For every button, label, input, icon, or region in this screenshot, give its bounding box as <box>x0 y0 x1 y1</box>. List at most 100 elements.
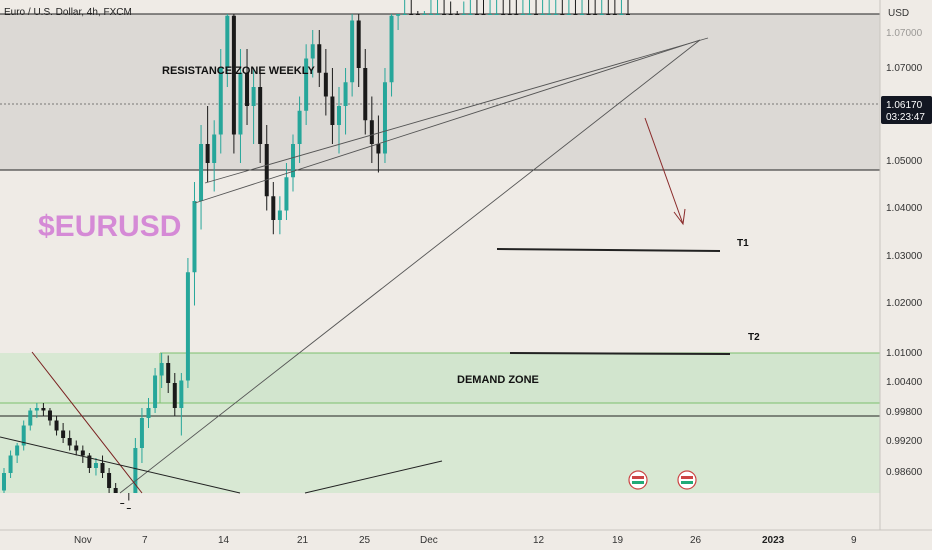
price-tag-price: 1.06170 <box>886 100 923 111</box>
y-tick: 1.03000 <box>886 251 923 262</box>
candle-body <box>107 473 112 488</box>
target-1-label: T1 <box>737 238 749 249</box>
candle-body <box>422 14 427 15</box>
candle-body <box>369 120 374 144</box>
candle-body <box>15 445 20 456</box>
candle-body <box>501 14 506 15</box>
candle-body <box>80 450 85 456</box>
candle-body <box>185 272 190 381</box>
candle-body <box>304 58 309 111</box>
candle-body <box>317 44 322 73</box>
candle-body <box>606 14 611 15</box>
candle-body <box>146 408 151 418</box>
flag-calendar-icon-stripe <box>681 481 693 484</box>
x-tick: 21 <box>297 535 309 546</box>
candle-body <box>540 14 545 15</box>
target-1-line <box>496 248 721 252</box>
demand-zone-upper-band <box>160 353 880 403</box>
x-tick: 9 <box>851 535 857 546</box>
candle-body <box>245 72 250 106</box>
candle-body <box>619 14 624 15</box>
candle-body <box>284 177 289 211</box>
forecast-arrow-shaft <box>644 117 684 225</box>
candle-body <box>297 110 302 144</box>
candle-body <box>396 14 401 16</box>
candle-body <box>350 20 355 83</box>
candle-body <box>120 503 125 504</box>
candle-body <box>330 96 335 125</box>
price-tag-countdown: 03:23:47 <box>886 112 925 123</box>
candle-body <box>560 14 565 15</box>
support-line <box>0 436 241 494</box>
x-tick: 25 <box>359 535 371 546</box>
candle-body <box>100 463 105 473</box>
candle-body <box>455 14 460 15</box>
x-axis-ticks: Nov 7 14 21 25 Dec 12 19 26 2023 9 <box>74 535 857 546</box>
candle-body <box>626 14 630 15</box>
symbol-watermark: $EURUSD <box>38 210 181 243</box>
candle-body <box>461 14 466 15</box>
y-tick: 1.05000 <box>886 156 923 167</box>
candle-body <box>612 14 617 15</box>
x-tick: 2023 <box>762 535 785 546</box>
candle-body <box>442 14 447 15</box>
candle-body <box>573 14 578 15</box>
y-tick: 1.04000 <box>886 203 923 214</box>
candle-body <box>87 455 92 468</box>
candle-body <box>34 408 39 411</box>
x-tick: 12 <box>533 535 545 546</box>
candle-body <box>133 448 138 493</box>
candle-body <box>192 201 197 273</box>
target-2-line <box>509 352 731 355</box>
candle-body <box>67 438 72 446</box>
candle-body <box>336 106 341 125</box>
candle-body <box>382 82 387 154</box>
flag-calendar-icon[interactable] <box>628 470 648 490</box>
candle-body <box>448 14 453 15</box>
chart-title: Euro / U.S. Dollar, 4h, FXCM <box>4 7 132 18</box>
flag-calendar-icon[interactable] <box>677 470 697 490</box>
x-tick: Nov <box>74 535 92 546</box>
candle-body <box>139 418 144 448</box>
flag-calendar-icon-circle <box>628 470 648 490</box>
flag-calendar-icon-stripe <box>632 481 644 484</box>
candle-body <box>507 14 512 15</box>
candle-body <box>474 14 479 15</box>
x-tick: 19 <box>612 535 624 546</box>
y-tick: 0.98600 <box>886 467 923 478</box>
candle-body <box>159 363 164 376</box>
x-tick: 7 <box>142 535 148 546</box>
candle-body <box>468 14 473 15</box>
candle-body <box>481 14 486 15</box>
candle-body <box>61 430 66 438</box>
candle-body <box>553 14 558 15</box>
candle-body <box>277 210 282 220</box>
candle-body <box>402 14 407 15</box>
base-line <box>304 460 443 494</box>
candle-body <box>494 14 499 15</box>
y-tick-partial: 1.07000 <box>886 28 923 39</box>
candle-body <box>547 14 552 15</box>
flag-calendar-icon-circle <box>677 470 697 490</box>
wedge-lower-line <box>119 39 701 494</box>
currency-label: USD <box>888 8 909 19</box>
candle-body <box>8 455 13 473</box>
drawings-layer <box>0 37 731 494</box>
candle-body <box>41 408 46 411</box>
candle-body <box>251 87 256 106</box>
candles-layer <box>2 0 630 509</box>
candle-body <box>231 15 236 135</box>
candle-body <box>310 44 315 59</box>
candle-body <box>291 144 296 178</box>
candle-body <box>179 380 184 408</box>
downtrend-line <box>31 351 143 494</box>
candle-body <box>520 14 525 15</box>
x-tick: 14 <box>218 535 230 546</box>
candle-body <box>2 473 6 491</box>
resistance-zone-label: RESISTANCE ZONE WEEKLY <box>162 65 315 77</box>
candle-body <box>218 68 223 135</box>
y-tick: 1.02000 <box>886 298 923 309</box>
price-tag: 1.06170 03:23:47 <box>881 96 932 124</box>
candle-body <box>566 14 571 15</box>
